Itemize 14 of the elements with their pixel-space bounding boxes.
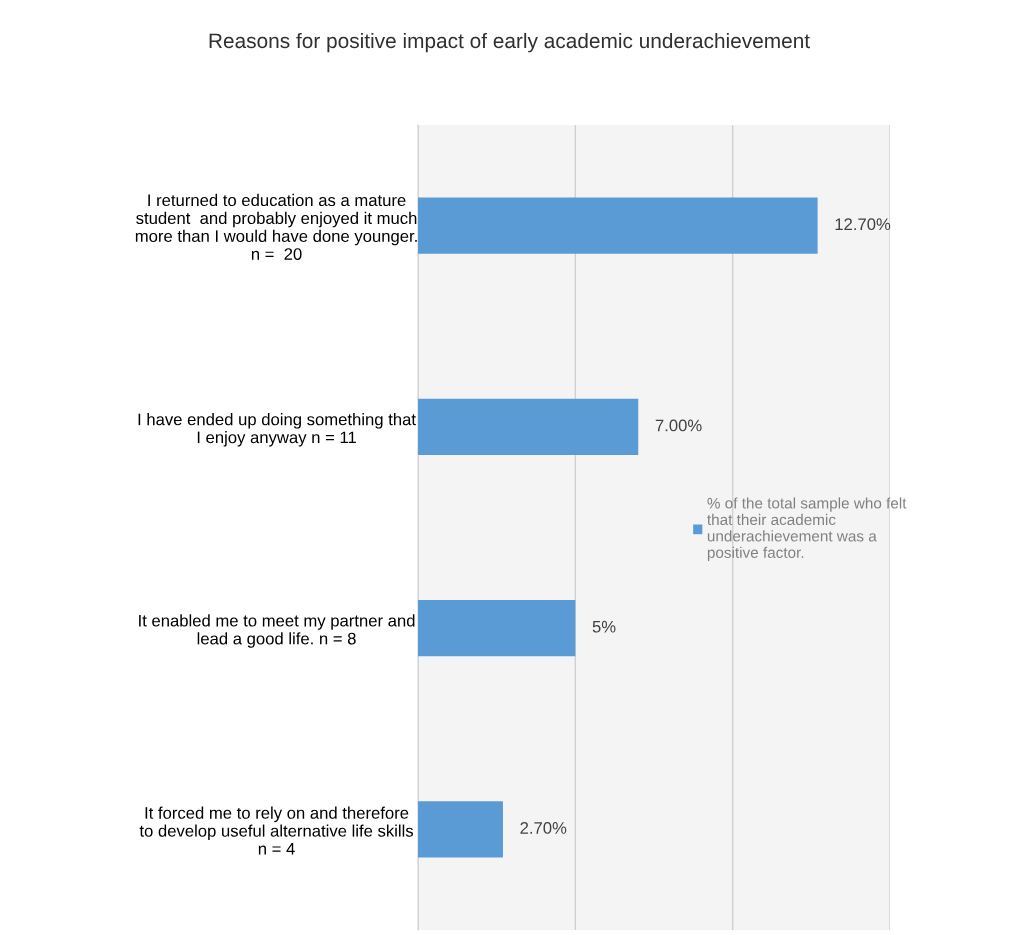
data-label: 2.70% [520,822,567,834]
data-label: 12.70% [835,218,891,231]
bar [418,398,639,456]
data-label: 5% [592,620,616,633]
chart-title: Reasons for positive impact of early academic underachievement [209,32,810,53]
bar [418,801,503,858]
legend-label: % of the total sample who felt that their academic underachievement was a positive factor. [707,497,907,561]
y-tick-label: It forced me to rely on and therefore to develop useful alternative life skills n = 4 [139,806,414,855]
y-tick-label: It enabled me to meet my partner and lead a good life. n = 8 [139,614,415,648]
data-label: 7.00% [655,419,702,432]
y-tick-label: I returned to education as a mature student and probably enjoyed it much more than I would have done younger. n = 20 [135,193,417,260]
bar [418,197,818,254]
bar [418,599,576,657]
y-tick-label: I have ended up doing something that I enjoy anyway n = 11 [138,413,416,447]
